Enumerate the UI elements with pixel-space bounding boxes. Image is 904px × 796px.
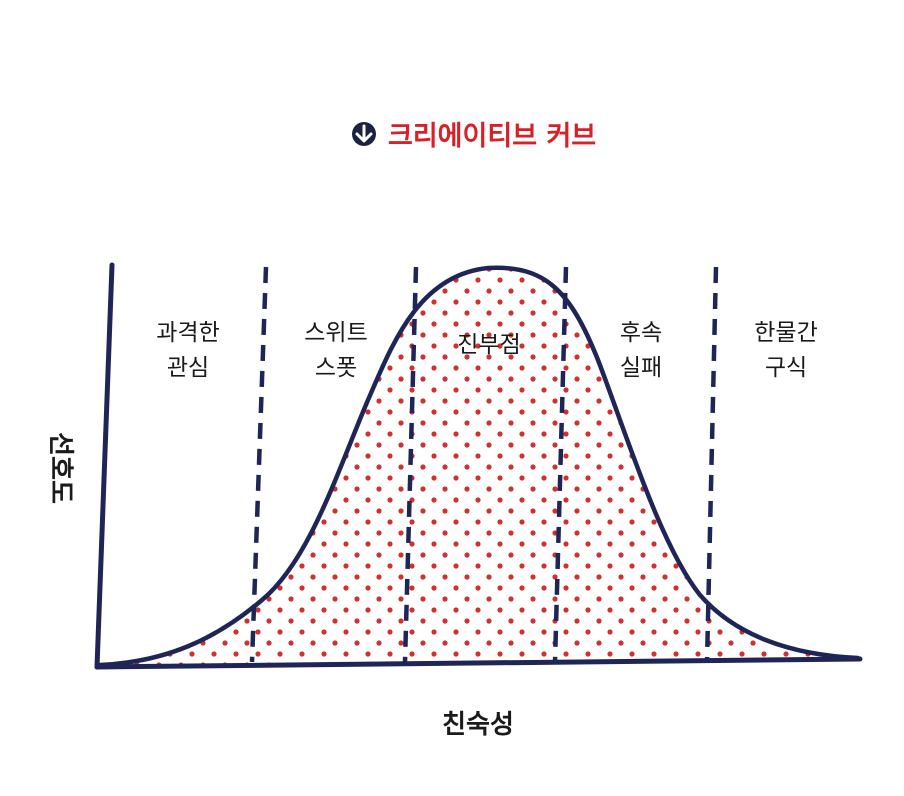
x-axis-label: 친숙성: [442, 710, 514, 740]
region-label-cliche-point: 진부점: [457, 332, 520, 358]
y-axis-label: 선호도: [45, 432, 75, 504]
divider-line-3: [552, 266, 569, 663]
diagram-title: 크리에이티브 커브: [352, 121, 596, 152]
region-label-sweet-spot-line1: 스위트: [304, 320, 367, 346]
region-label-sweet-spot-line2: 스폿: [315, 355, 357, 381]
region-dividers: [249, 266, 719, 663]
curve-fill-area: [100, 267, 858, 666]
divider-line-2: [402, 266, 419, 663]
down-arrow-glyph: [355, 124, 373, 143]
y-axis-line: [94, 262, 115, 670]
region-label-outdated-line1: 한물간: [754, 320, 817, 346]
region-label-outdated-line2: 구식: [765, 355, 807, 381]
region-label-radical-interest-line2: 관심: [167, 355, 209, 381]
x-axis-line: [94, 656, 863, 670]
divider-line-4: [704, 266, 719, 663]
divider-line-1: [249, 266, 269, 663]
region-labels: 과격한 관심 스위트 스폿 진부점 후속 실패 한물간 구식: [156, 320, 817, 381]
region-label-radical-interest-line1: 과격한: [156, 320, 219, 346]
y-axis-label-text: 선호도: [45, 432, 75, 504]
region-label-follow-up-failure-line2: 실패: [620, 355, 662, 381]
bell-curve-line: [97, 265, 861, 668]
axes: [94, 262, 863, 670]
region-label-follow-up-failure-line1: 후속: [620, 320, 662, 346]
title-text: 크리에이티브 커브: [388, 121, 596, 152]
